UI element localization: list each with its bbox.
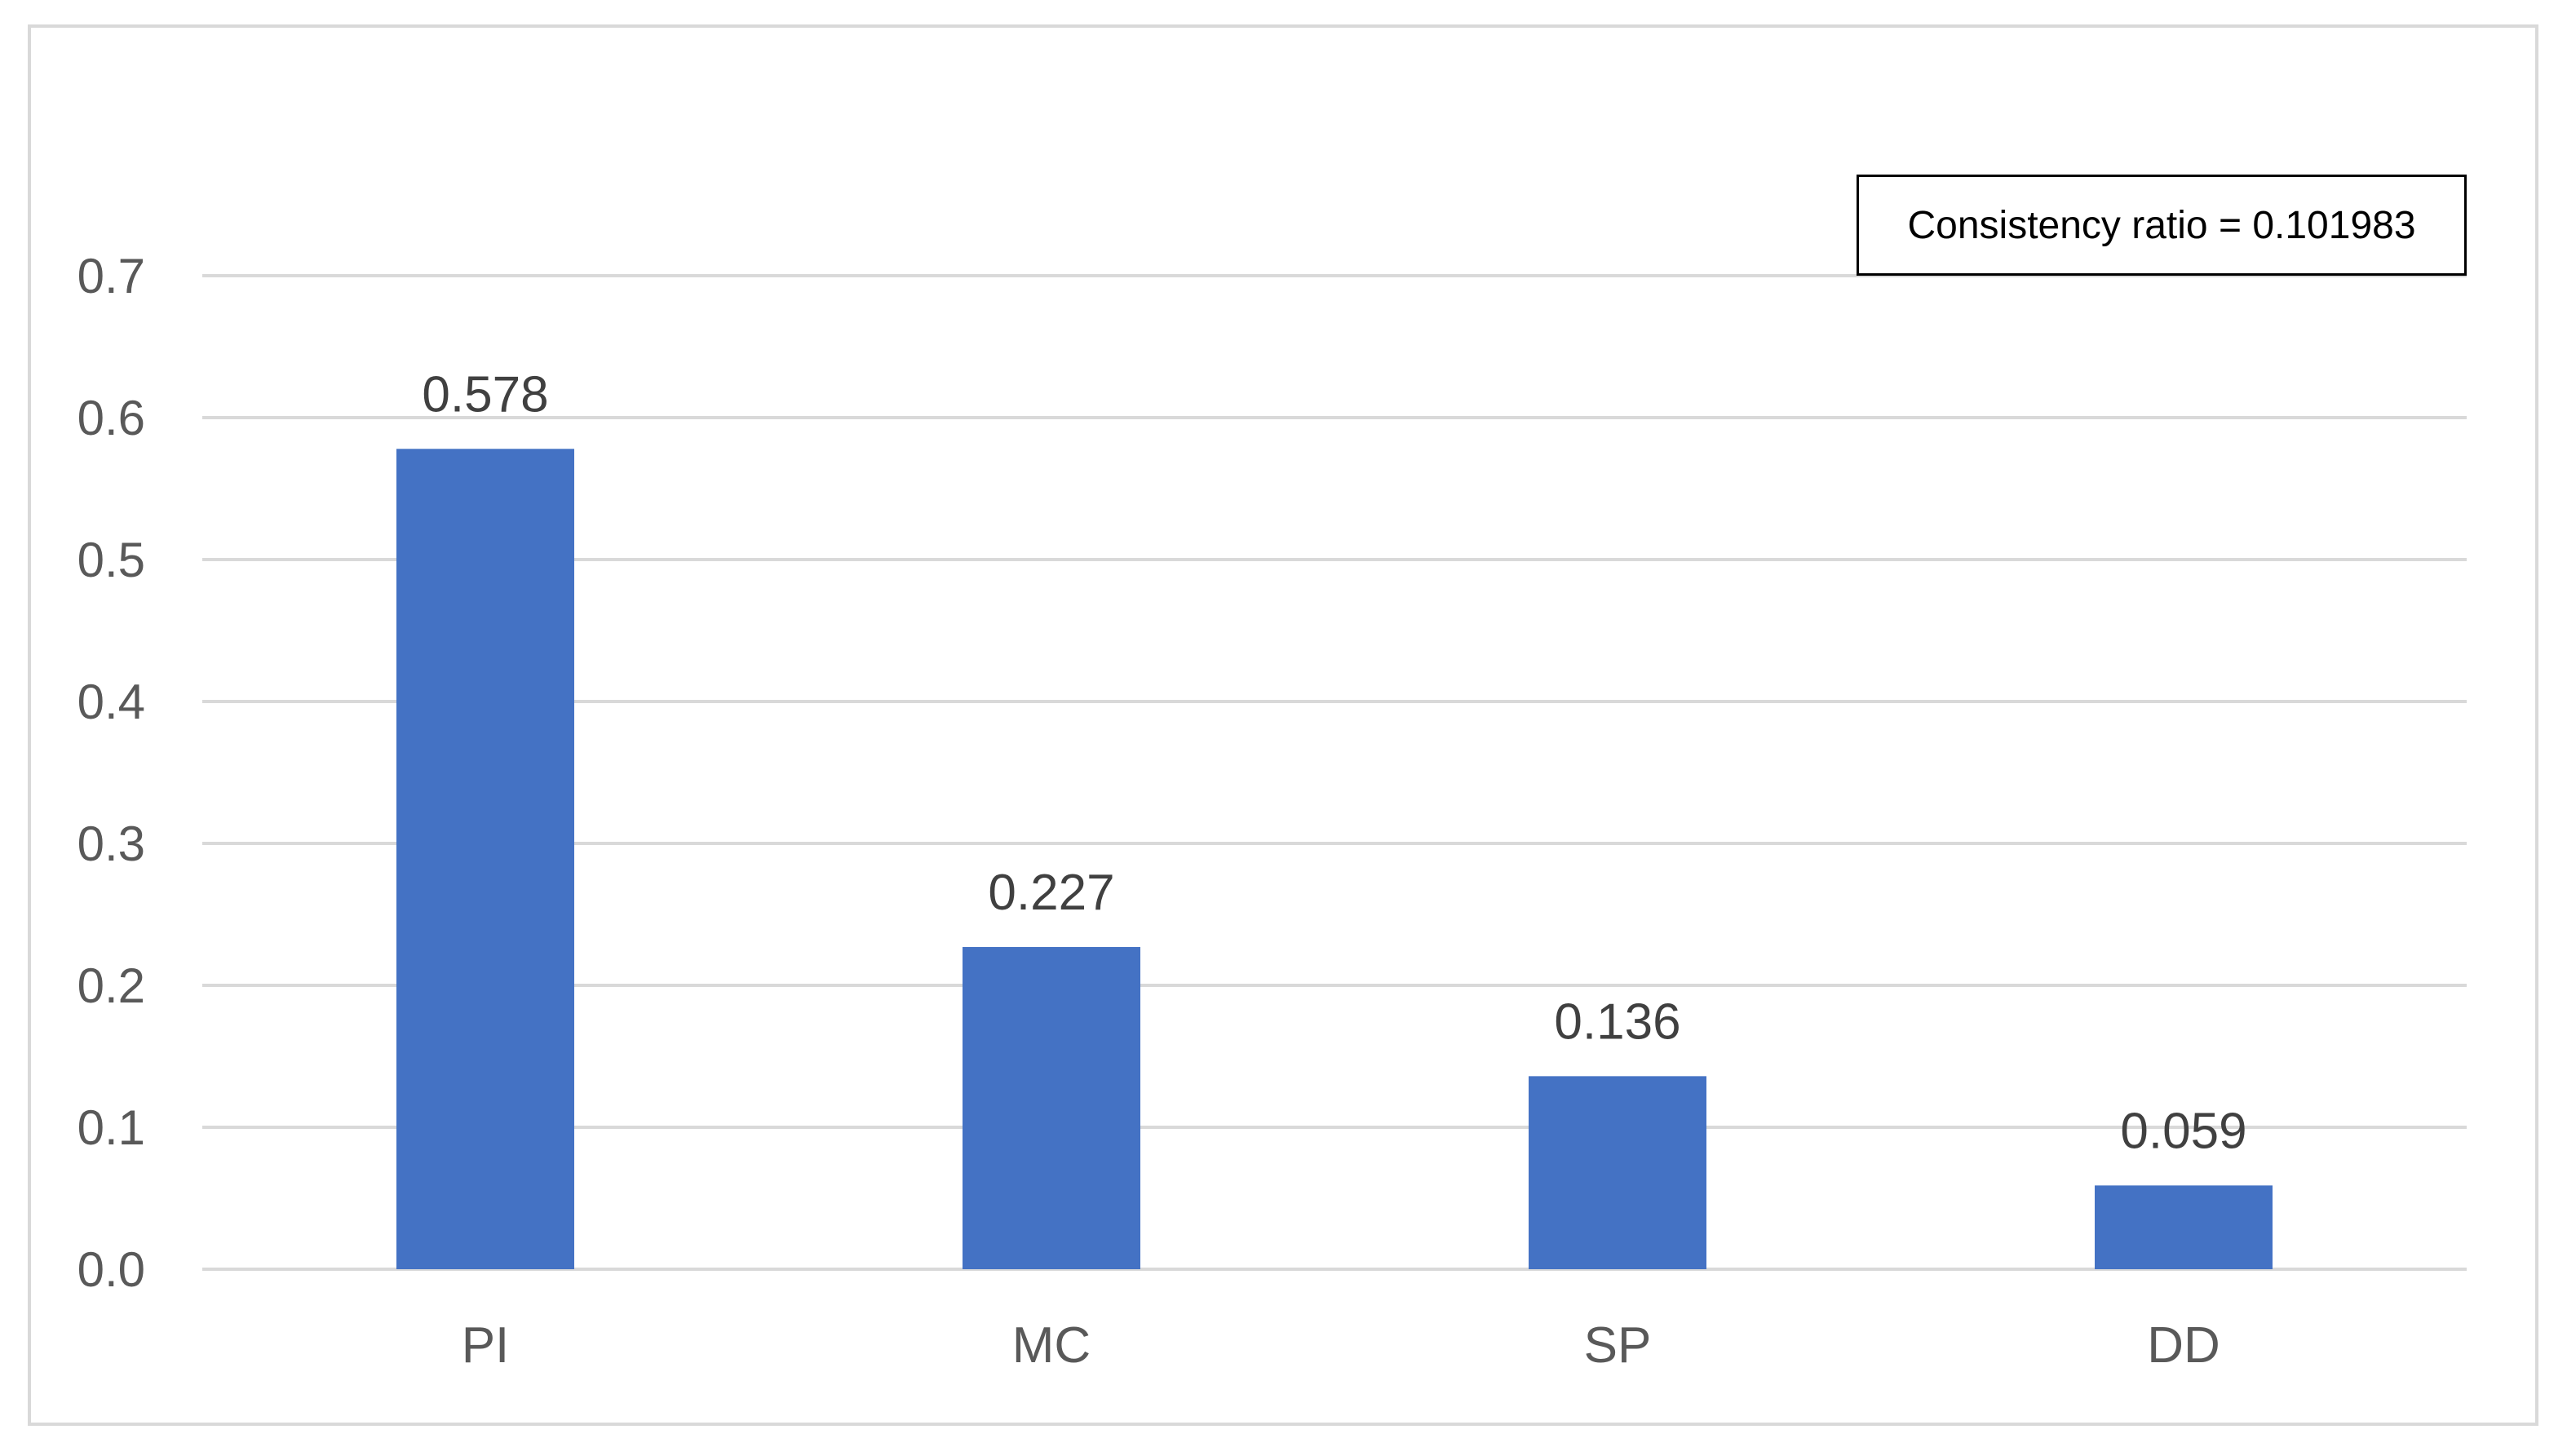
y-tick-label: 0.4 xyxy=(77,675,145,729)
gridlines xyxy=(202,274,2467,1271)
y-tick-label: 0.6 xyxy=(77,391,145,445)
data-label-sp: 0.136 xyxy=(1554,994,1680,1050)
data-label-pi: 0.578 xyxy=(422,366,548,423)
y-tick-label: 0.0 xyxy=(77,1242,145,1297)
x-category-label-sp: SP xyxy=(1584,1317,1652,1374)
bar-pi xyxy=(396,449,574,1269)
bar-dd xyxy=(2095,1185,2273,1269)
y-axis-tick-labels: 0.0 0.1 0.2 0.3 0.4 0.5 0.6 0.7 xyxy=(77,249,145,1297)
data-label-dd: 0.059 xyxy=(2120,1103,2246,1159)
x-category-label-dd: DD xyxy=(2147,1317,2220,1374)
data-label-mc: 0.227 xyxy=(988,865,1114,921)
bar-mc xyxy=(963,947,1140,1269)
y-tick-label: 0.3 xyxy=(77,817,145,871)
y-tick-label: 0.5 xyxy=(77,533,145,587)
data-labels: 0.578 0.227 0.136 0.059 xyxy=(422,366,2246,1159)
y-tick-label: 0.2 xyxy=(77,958,145,1013)
y-tick-label: 0.7 xyxy=(77,249,145,303)
bar-sp xyxy=(1529,1076,1706,1269)
bars xyxy=(396,449,2273,1269)
x-category-label-pi: PI xyxy=(462,1317,510,1374)
annotation-text: Consistency ratio = 0.101983 xyxy=(1907,203,2416,247)
x-category-label-mc: MC xyxy=(1012,1317,1091,1374)
x-axis-category-labels: PI MC SP DD xyxy=(462,1317,2220,1374)
consistency-ratio-annotation: Consistency ratio = 0.101983 xyxy=(1857,175,2467,276)
y-tick-label: 0.1 xyxy=(77,1100,145,1155)
